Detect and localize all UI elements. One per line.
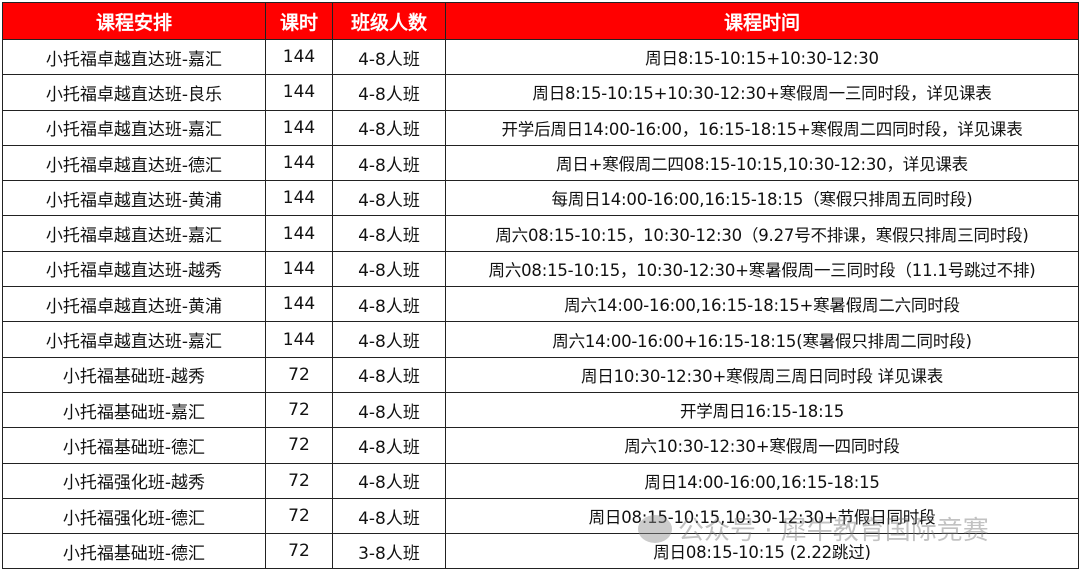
- cell-hours: 144: [265, 74, 333, 111]
- cell-course: 小托福卓越直达班-嘉汇: [2, 215, 266, 252]
- cell-hours: 144: [265, 250, 333, 288]
- cell-class-size: 4-8人班: [332, 38, 446, 76]
- cell-class-size: 4-8人班: [332, 391, 446, 429]
- table-header-row: 课程安排 课时 班级人数 课程时间: [2, 2, 1079, 40]
- cell-schedule: 周六08:15-10:15，10:30-12:30+寒暑假周一三同时段（11.1…: [445, 250, 1079, 288]
- cell-schedule: 周日08:15-10:15 (2.22跳过): [445, 533, 1079, 570]
- cell-course: 小托福卓越直达班-良乐: [2, 74, 266, 111]
- cell-hours: 72: [265, 356, 333, 393]
- table-row: 小托福基础班-越秀 72 4-8人班 周日10:30-12:30+寒假周三周日同时段 …: [2, 356, 1079, 393]
- cell-schedule: 周六08:15-10:15，10:30-12:30（9.27号不排课，寒假只排周…: [445, 215, 1079, 252]
- cell-course: 小托福卓越直达班-黄浦: [2, 180, 266, 217]
- cell-schedule: 周六14:00-16:00+16:15-18:15(寒暑假只排周二同时段): [445, 321, 1079, 358]
- cell-class-size: 4-8人班: [332, 180, 446, 217]
- cell-hours: 144: [265, 286, 333, 323]
- cell-schedule: 周日8:15-10:15+10:30-12:30+寒假周一三同时段，详见课表: [445, 74, 1079, 111]
- cell-course: 小托福卓越直达班-黄浦: [2, 286, 266, 323]
- cell-class-size: 4-8人班: [332, 215, 446, 252]
- cell-class-size: 4-8人班: [332, 74, 446, 111]
- table-row: 小托福基础班-德汇 72 3-8人班 周日08:15-10:15 (2.22跳过): [2, 533, 1079, 570]
- table-row: 小托福卓越直达班-嘉汇 144 4-8人班 开学后周日14:00-16:00，16:1…: [2, 109, 1079, 146]
- cell-class-size: 4-8人班: [332, 356, 446, 393]
- table-row: 小托福卓越直达班-黄浦 144 4-8人班 每周日14:00-16:00,16:15-…: [2, 180, 1079, 217]
- cell-hours: 144: [265, 215, 333, 252]
- cell-class-size: 4-8人班: [332, 144, 446, 182]
- cell-class-size: 3-8人班: [332, 533, 446, 570]
- table-row: 小托福基础班-德汇 72 4-8人班 周六10:30-12:30+寒假周一四同时段: [2, 427, 1079, 464]
- cell-hours: 144: [265, 321, 333, 358]
- cell-class-size: 4-8人班: [332, 427, 446, 464]
- cell-class-size: 4-8人班: [332, 497, 446, 535]
- cell-hours: 72: [265, 497, 333, 535]
- cell-schedule: 周六10:30-12:30+寒假周一四同时段: [445, 427, 1079, 464]
- cell-course: 小托福卓越直达班-越秀: [2, 250, 266, 288]
- cell-course: 小托福卓越直达班-嘉汇: [2, 38, 266, 76]
- table-row: 小托福强化班-越秀 72 4-8人班 周日14:00-16:00,16:15-18:1…: [2, 462, 1079, 499]
- cell-course: 小托福卓越直达班-嘉汇: [2, 321, 266, 358]
- cell-hours: 72: [265, 462, 333, 499]
- cell-hours: 144: [265, 144, 333, 182]
- cell-schedule: 开学后周日14:00-16:00，16:15-18:15+寒假周二四同时段，详见…: [445, 109, 1079, 146]
- cell-hours: 72: [265, 427, 333, 464]
- table-row: 小托福卓越直达班-黄浦 144 4-8人班 周六14:00-16:00,16:15-1…: [2, 286, 1079, 323]
- header-course: 课程安排: [2, 2, 266, 40]
- cell-schedule: 每周日14:00-16:00,16:15-18:15（寒假只排周五同时段): [445, 180, 1079, 217]
- cell-hours: 144: [265, 38, 333, 76]
- cell-hours: 144: [265, 109, 333, 146]
- cell-schedule: 周日08:15-10:15,10:30-12:30+节假日同时段: [445, 497, 1079, 535]
- header-hours: 课时: [265, 2, 333, 40]
- cell-course: 小托福基础班-越秀: [2, 356, 266, 393]
- cell-course: 小托福强化班-德汇: [2, 497, 266, 535]
- cell-course: 小托福基础班-德汇: [2, 427, 266, 464]
- cell-course: 小托福卓越直达班-嘉汇: [2, 109, 266, 146]
- table-row: 小托福卓越直达班-德汇 144 4-8人班 周日+寒假周二四08:15-10:15,1…: [2, 144, 1079, 182]
- cell-schedule: 开学周日16:15-18:15: [445, 391, 1079, 429]
- cell-schedule: 周六14:00-16:00,16:15-18:15+寒暑假周二六同时段: [445, 286, 1079, 323]
- cell-class-size: 4-8人班: [332, 286, 446, 323]
- cell-schedule: 周日10:30-12:30+寒假周三周日同时段 详见课表: [445, 356, 1079, 393]
- table-row: 小托福卓越直达班-越秀 144 4-8人班 周六08:15-10:15，10:30-1…: [2, 250, 1079, 288]
- cell-course: 小托福卓越直达班-德汇: [2, 144, 266, 182]
- cell-course: 小托福强化班-越秀: [2, 462, 266, 499]
- table-row: 小托福卓越直达班-嘉汇 144 4-8人班 周六08:15-10:15，10:30-1…: [2, 215, 1079, 252]
- table-row: 小托福卓越直达班-嘉汇 144 4-8人班 周六14:00-16:00+16:15-1…: [2, 321, 1079, 358]
- header-schedule: 课程时间: [445, 2, 1079, 40]
- cell-class-size: 4-8人班: [332, 462, 446, 499]
- cell-class-size: 4-8人班: [332, 109, 446, 146]
- table-row: 小托福卓越直达班-良乐 144 4-8人班 周日8:15-10:15+10:30-12…: [2, 74, 1079, 111]
- cell-hours: 144: [265, 180, 333, 217]
- cell-hours: 72: [265, 391, 333, 429]
- cell-course: 小托福基础班-嘉汇: [2, 391, 266, 429]
- cell-schedule: 周日14:00-16:00,16:15-18:15: [445, 462, 1079, 499]
- cell-class-size: 4-8人班: [332, 321, 446, 358]
- table-row: 小托福强化班-德汇 72 4-8人班 周日08:15-10:15,10:30-12:3…: [2, 497, 1079, 535]
- cell-schedule: 周日8:15-10:15+10:30-12:30: [445, 38, 1079, 76]
- cell-class-size: 4-8人班: [332, 250, 446, 288]
- cell-hours: 72: [265, 533, 333, 570]
- header-class-size: 班级人数: [332, 2, 446, 40]
- table-row: 小托福基础班-嘉汇 72 4-8人班 开学周日16:15-18:15: [2, 391, 1079, 429]
- table-row: 小托福卓越直达班-嘉汇 144 4-8人班 周日8:15-10:15+10:30-12…: [2, 38, 1079, 76]
- cell-course: 小托福基础班-德汇: [2, 533, 266, 570]
- cell-schedule: 周日+寒假周二四08:15-10:15,10:30-12:30，详见课表: [445, 144, 1079, 182]
